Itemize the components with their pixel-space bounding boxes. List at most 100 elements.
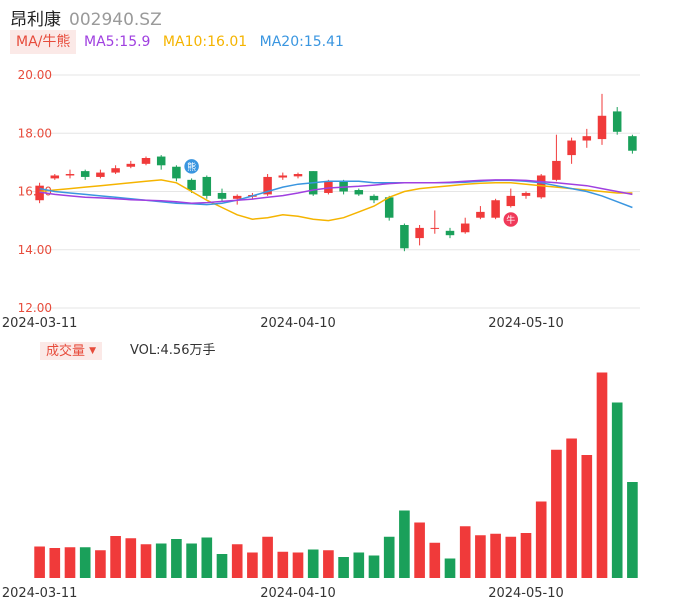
- signal-marker-label: 熊: [187, 161, 196, 173]
- volume-bar: [581, 455, 593, 578]
- volume-bar: [520, 533, 532, 578]
- volume-bar: [444, 558, 456, 578]
- signal-marker-label: 牛: [506, 214, 515, 226]
- volume-bar: [292, 552, 304, 578]
- volume-bar: [231, 544, 243, 578]
- candle-body: [217, 192, 227, 199]
- stock-code: 002940.SZ: [69, 10, 162, 30]
- volume-bar: [247, 552, 258, 578]
- volume-bar: [551, 449, 562, 578]
- volume-bar: [338, 557, 349, 578]
- volume-bar: [186, 543, 197, 578]
- volume-bar: [307, 549, 319, 578]
- y-tick-label: 14.00: [18, 243, 52, 257]
- volume-bar: [566, 438, 577, 578]
- candle-body: [491, 200, 500, 218]
- candle-body: [172, 166, 181, 179]
- x-tick-label: 2024-03-11: [2, 586, 78, 601]
- candle-body: [126, 163, 136, 167]
- chevron-down-icon: ▼: [89, 346, 97, 356]
- candle-body: [430, 227, 440, 229]
- volume-bar: [490, 533, 501, 578]
- candle-body: [400, 224, 409, 249]
- candle-body: [476, 211, 485, 218]
- candle-body: [80, 171, 90, 177]
- candle-body: [263, 176, 272, 195]
- candle-body: [232, 195, 242, 199]
- volume-bar: [323, 550, 334, 578]
- candle-body: [293, 174, 303, 177]
- volume-bar: [95, 550, 106, 578]
- volume-bar: [429, 542, 441, 578]
- volume-bar: [535, 501, 547, 578]
- candle-body: [445, 230, 455, 236]
- ma20-legend-item: MA20:15.41: [259, 34, 344, 50]
- ma-legend: MA5:15.9 MA10:16.01 MA20:15.41: [84, 30, 352, 54]
- volume-bar: [368, 555, 380, 578]
- candle-body: [582, 136, 592, 141]
- signal-marker: [182, 157, 201, 176]
- volume-bar: [155, 543, 167, 578]
- volume-bar: [79, 547, 91, 578]
- candle-body: [354, 190, 364, 195]
- volume-bar: [277, 551, 289, 578]
- candle-body: [521, 192, 531, 196]
- candle-body: [369, 195, 379, 201]
- candle-body: [567, 140, 576, 156]
- volume-bar: [110, 536, 121, 578]
- candle-body: [141, 158, 151, 164]
- volume-bar: [201, 537, 213, 578]
- volume-bar: [596, 372, 608, 578]
- candle-body: [111, 168, 120, 173]
- volume-bar: [475, 535, 486, 578]
- y-tick-label: 12.00: [18, 301, 52, 315]
- x-tick-label: 2024-04-10: [260, 586, 336, 601]
- volume-bar: [611, 402, 623, 578]
- volume-bar: [64, 547, 76, 578]
- volume-bar: [627, 482, 638, 578]
- candle-body: [187, 179, 196, 191]
- volume-indicator-tab[interactable]: 成交量 ▼: [40, 342, 103, 360]
- volume-bar: [383, 536, 395, 578]
- candle-body: [96, 172, 105, 177]
- volume-bar: [505, 536, 517, 578]
- volume-bar: [216, 554, 228, 578]
- stock-title: 昂利康 002940.SZ: [10, 5, 162, 30]
- candle-body: [278, 175, 288, 178]
- candle-body: [506, 195, 516, 207]
- candle-body: [612, 111, 622, 132]
- candle-body: [597, 115, 607, 140]
- candle-body: [628, 136, 637, 151]
- volume-bar: [125, 538, 137, 578]
- volume-bar: [171, 539, 182, 578]
- ma10-legend-item: MA10:16.01: [162, 34, 248, 50]
- ma-indicator-tab[interactable]: MA/牛熊: [10, 30, 77, 54]
- candle-body: [552, 160, 561, 180]
- ma5-legend-item: MA5:15.9: [84, 34, 151, 50]
- x-tick-label: 2024-04-10: [260, 316, 336, 331]
- y-tick-label: 20.00: [18, 68, 52, 82]
- candle-body: [460, 223, 470, 233]
- volume-bar: [399, 510, 410, 578]
- volume-value: VOL:4.56万手: [130, 343, 216, 358]
- volume-tab-label: 成交量: [46, 344, 86, 359]
- stock-name: 昂利康: [10, 10, 61, 30]
- candle-body: [324, 181, 333, 193]
- ma5-line: [39, 179, 633, 204]
- candle-body: [35, 185, 44, 201]
- volume-bar: [49, 548, 61, 578]
- x-tick-label: 2024-05-10: [488, 586, 564, 601]
- x-tick-label: 2024-03-11: [2, 316, 78, 331]
- x-tick-label: 2024-05-10: [488, 316, 564, 331]
- y-tick-label: 18.00: [18, 126, 52, 140]
- ma10-line: [39, 179, 633, 222]
- volume-bar: [459, 526, 471, 578]
- candle-body: [65, 174, 75, 176]
- volume-bar: [34, 546, 45, 578]
- volume-bar: [140, 544, 152, 578]
- volume-bar: [262, 536, 273, 578]
- candle-body: [384, 197, 394, 218]
- candle-body: [156, 156, 166, 166]
- volume-bar: [414, 522, 425, 578]
